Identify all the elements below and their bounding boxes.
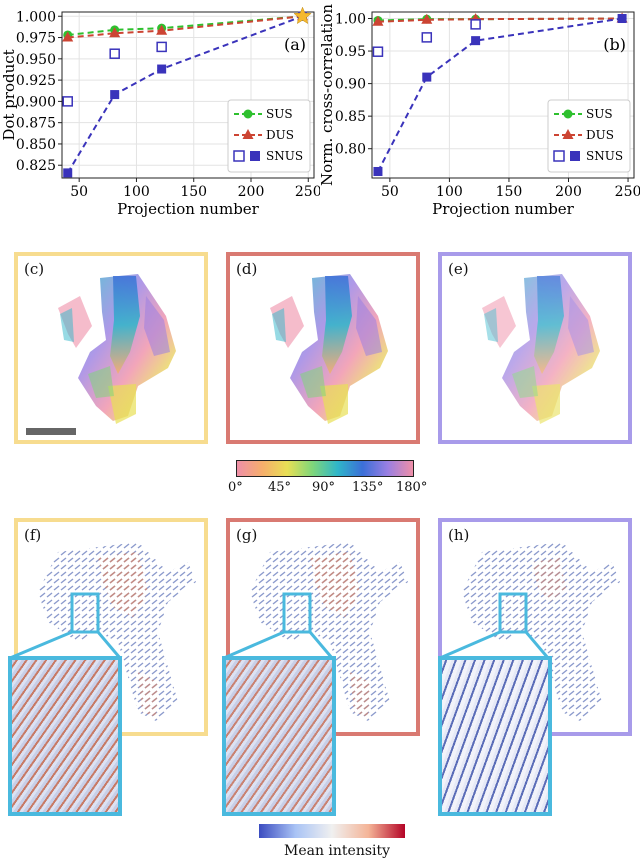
inset-g-zoom (222, 656, 336, 816)
panel-label: (c) (24, 260, 45, 278)
colorbar-tick-180: 180° (396, 480, 428, 495)
y-tick-label: 1.00 (335, 12, 366, 28)
axes-frame (61, 11, 315, 179)
y-tick-label: 0.950 (16, 52, 56, 68)
x-tick-label: 200 (238, 184, 265, 200)
panel-label: (a) (284, 35, 306, 54)
point-snus-hollow (109, 48, 120, 59)
panel-e-snus-orientation: (e) (438, 252, 632, 444)
x-tick-label: 100 (123, 184, 150, 200)
series-line-snus (66, 15, 303, 174)
series-line-sus (67, 15, 303, 36)
x-axis-label: Projection number (117, 200, 260, 218)
point-snus-hollow (421, 32, 433, 43)
point-snus (617, 14, 627, 24)
x-tick-label: 250 (615, 184, 640, 200)
y-tick-label: 1.000 (16, 9, 56, 25)
point-snus (63, 168, 73, 178)
point-snus-hollow (470, 19, 481, 30)
x-tick-label: 50 (70, 184, 88, 200)
legend-label: SNUS (266, 149, 303, 163)
point-snus (157, 64, 167, 74)
legend-label: DUS (586, 128, 614, 142)
colorbar-tick-0: 0° (228, 480, 243, 495)
orientation-map (58, 274, 176, 424)
x-tick-label: 50 (381, 184, 399, 200)
point-snus-hollow (62, 96, 73, 107)
y-tick-label: 0.900 (16, 94, 56, 110)
panel-label: (h) (448, 526, 470, 544)
y-tick-label: 0.850 (16, 137, 56, 153)
scale-bar (26, 428, 76, 435)
point-snus (110, 90, 120, 100)
intensity-colorbar (259, 824, 405, 838)
series-line-dus (377, 17, 623, 23)
inset-h-zoom (438, 656, 552, 816)
point-snus (422, 72, 432, 82)
inset-f-zoom (8, 656, 122, 816)
legend-marker-hollow (553, 150, 565, 162)
panel-label: (d) (236, 260, 258, 278)
chart-a-dot-product: 50 100 150 200 250 0.825 0.850 0.875 0.900 0.925 0… (0, 6, 320, 218)
point-dus (62, 31, 74, 42)
colorbar-tick-135: 135° (352, 480, 384, 495)
y-tick-label: 0.825 (16, 158, 56, 174)
reference-star (293, 6, 312, 25)
x-tick-label: 150 (180, 184, 207, 200)
point-dus (109, 27, 121, 38)
panel-label: (f) (24, 526, 42, 544)
x-axis-label: Projection number (432, 200, 575, 218)
orientation-map (482, 274, 600, 424)
panel-c-sus-orientation: (c) (14, 252, 208, 444)
legend-marker (563, 109, 573, 119)
y-tick-label: 0.90 (335, 77, 366, 93)
y-tick-label: 0.85 (335, 109, 366, 125)
point-dus (421, 13, 433, 24)
orientation-colorbar (236, 460, 414, 477)
point-dus (156, 24, 168, 35)
y-tick-label: 0.975 (16, 31, 56, 47)
point-snus-hollow (156, 41, 167, 53)
y-tick-label: 0.925 (16, 73, 56, 89)
legend-marker-hollow (233, 150, 245, 162)
legend-label: SNUS (586, 149, 623, 163)
axes-frame (371, 11, 635, 179)
chart-b-cross-correlation: 50 100 150 200 250 0.80 0.85 0.90 0.95 1.00 Projec… (320, 4, 640, 218)
point-snus-hollow (372, 46, 384, 57)
legend-label: SUS (266, 107, 293, 121)
y-tick-label: 0.95 (335, 44, 366, 60)
x-tick-label: 250 (295, 184, 320, 200)
colorbar-tick-90: 90° (312, 480, 336, 495)
panel-d-dus-orientation: (d) (226, 252, 420, 444)
legend-marker (562, 129, 574, 139)
x-tick-label: 100 (436, 184, 463, 200)
x-tick-label: 200 (555, 184, 582, 200)
legend-marker (243, 109, 253, 119)
series-line-dus (67, 15, 303, 39)
panel-label: (e) (448, 260, 469, 278)
y-axis-label: Dot product (0, 49, 18, 140)
orientation-map (270, 274, 388, 424)
x-tick-label: 150 (496, 184, 523, 200)
point-dus (372, 15, 384, 26)
y-tick-label: 0.875 (16, 116, 56, 132)
y-axis-label: Norm. cross-correlation (320, 4, 336, 186)
colorbar-tick-45: 45° (268, 480, 292, 495)
legend-label: SUS (586, 107, 613, 121)
intensity-colorbar-label: Mean intensity (284, 843, 391, 859)
legend-marker (242, 129, 254, 139)
panel-label: (b) (603, 35, 626, 54)
point-snus (471, 36, 481, 46)
legend-label: DUS (266, 128, 294, 142)
series-line-snus (377, 17, 623, 172)
legend-marker (570, 151, 580, 161)
legend-marker (250, 151, 260, 161)
zoom-connectors (9, 592, 550, 660)
point-snus (373, 166, 383, 176)
y-tick-label: 0.80 (335, 142, 366, 158)
panel-label: (g) (236, 526, 258, 544)
